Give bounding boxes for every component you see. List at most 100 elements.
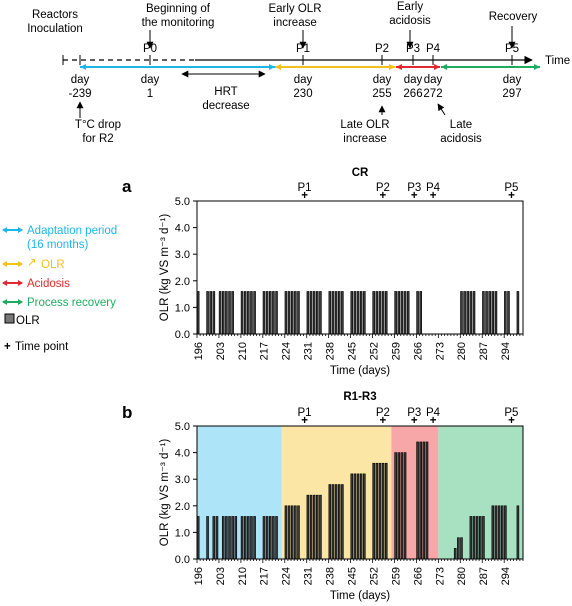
y-tick-label: 1.0: [175, 302, 190, 314]
olr-bar: [312, 291, 316, 335]
legend-arrowhead-right: [18, 280, 23, 286]
x-tick-label: 280: [456, 342, 468, 360]
annotation-recovery: Recovery: [489, 11, 538, 23]
olr-bar: [212, 516, 216, 560]
y-tick-label: 4.0: [175, 223, 190, 235]
olr-bar: [221, 516, 225, 560]
timeline-point-p2: P2: [375, 43, 389, 55]
x-tick-label: 196: [193, 567, 205, 585]
olr-bar: [272, 291, 275, 335]
olr-bar: [397, 291, 401, 335]
panel-letter: b: [122, 403, 132, 422]
panel-letter: a: [122, 177, 132, 196]
timeline-point-p0: P0: [143, 43, 157, 55]
olr-bar: [253, 516, 256, 560]
x-tick-label: 280: [456, 567, 468, 585]
x-tick-label: 266: [412, 567, 424, 585]
y-tick-label: 2.0: [175, 276, 190, 288]
y-tick-label: 0.0: [175, 554, 190, 566]
x-tick-label: 259: [390, 567, 402, 585]
olr-bar: [469, 516, 473, 560]
olr-bar: [240, 516, 244, 560]
legend: Adaptation period (16 months) ↗ OLR Acidosis…: [2, 225, 117, 353]
x-tick-label: 245: [347, 342, 359, 360]
olr-bar: [363, 291, 366, 335]
olr-bar: [306, 291, 310, 335]
x-tick-label: 196: [193, 342, 205, 360]
timeline-axis-label: Time: [545, 55, 570, 67]
time-point-label-p1: P1: [298, 182, 312, 194]
olr-bar: [215, 516, 219, 560]
olr-bar: [457, 537, 460, 560]
olr-bar: [316, 494, 319, 560]
olr-bar: [221, 291, 225, 335]
olr-bar: [309, 494, 313, 560]
olr-bar: [497, 505, 501, 560]
olr-bar: [516, 291, 520, 335]
x-tick-label: 259: [390, 342, 402, 360]
olr-bar: [384, 291, 388, 335]
olr-bar: [507, 291, 510, 335]
olr-bar: [359, 291, 363, 335]
olr-bar: [341, 291, 344, 335]
olr-bar: [375, 462, 379, 560]
olr-bar: [378, 462, 382, 560]
legend-label: Time point: [15, 341, 69, 353]
olr-bar: [475, 516, 479, 560]
olr-bar: [460, 291, 463, 335]
olr-bar: [337, 291, 341, 335]
y-tick-label: 2.0: [175, 501, 190, 513]
legend-arrowhead-left: [2, 299, 7, 305]
olr-bar: [231, 516, 234, 560]
olr-bar: [350, 473, 354, 560]
olr-bar: [482, 291, 485, 335]
time-point-label-p4: P4: [426, 182, 441, 194]
olr-bar: [206, 291, 209, 335]
olr-bar: [265, 516, 269, 560]
olr-bar: [297, 505, 300, 560]
olr-bar: [469, 291, 473, 335]
olr-bar: [331, 291, 335, 335]
time-point-label-p2: P2: [376, 407, 390, 419]
time-point-label-p4: P4: [426, 407, 441, 419]
olr-bar: [319, 291, 322, 335]
olr-bar: [337, 484, 341, 560]
olr-bar: [265, 291, 269, 335]
annotation-late-acidosis: Late acidosis: [440, 119, 482, 145]
timeline-point-p4: P4: [426, 43, 441, 55]
olr-bar: [253, 291, 256, 335]
olr-bar: [504, 291, 507, 335]
olr-bar: [341, 484, 344, 560]
y-axis-label: OLR (kg VS m⁻³ d⁻¹): [159, 439, 171, 547]
period-arrowhead: [534, 64, 540, 70]
olr-bar: [372, 462, 375, 560]
time-point-marker: +: [301, 415, 308, 427]
y-tick-label: 3.0: [175, 249, 190, 261]
legend-item-4: OLR: [4, 313, 40, 327]
legend-label: Acidosis: [27, 278, 70, 290]
olr-bar: [460, 537, 463, 560]
x-tick-label: 217: [259, 567, 271, 585]
annotation-temp-drop: T°C drop for R2: [75, 119, 121, 145]
period-arrowheads: [80, 64, 540, 70]
x-tick-label: 294: [500, 342, 512, 360]
period-arrowhead: [434, 64, 440, 70]
time-point-marker: +: [380, 190, 387, 202]
time-point-marker: +: [508, 415, 515, 427]
legend-box-icon: [4, 313, 15, 324]
olr-bar: [516, 505, 520, 560]
x-tick-label: 224: [281, 567, 293, 585]
olr-bar: [240, 291, 244, 335]
olr-bar: [491, 291, 495, 335]
y-tick-label: 3.0: [175, 474, 190, 486]
period-arrowhead: [275, 64, 281, 70]
olr-bar: [419, 291, 423, 335]
olr-bar: [231, 291, 234, 335]
olr-bar: [375, 291, 379, 335]
x-tick-label: 203: [215, 342, 227, 360]
timeline-day-start: day -239: [68, 74, 91, 100]
olr-bar: [394, 452, 397, 560]
legend-label: Adaptation period: [27, 225, 117, 237]
olr-bar: [209, 291, 212, 335]
